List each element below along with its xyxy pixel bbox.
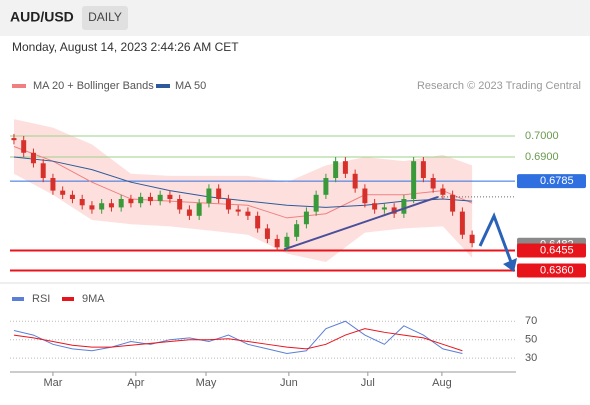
candle-body [255,215,261,229]
level-label: 0.6360 [540,264,574,276]
candle-body [264,228,270,239]
candle-body [401,199,407,214]
candle-body [245,211,251,216]
candle-body [391,207,397,214]
legend-swatch [62,297,74,301]
candle-body [79,199,85,206]
candle-body [206,188,212,204]
candle-body [108,203,114,208]
candle-body [333,161,339,178]
x-tick-label: Apr [127,377,144,389]
candle-body [69,194,75,200]
candle-body [99,203,105,210]
candle-body [157,194,163,202]
y-tick-label: 50 [525,334,537,346]
level-label: 0.6785 [540,175,574,187]
candle-body [89,205,95,210]
candle-body [21,140,27,153]
period-badge[interactable] [82,6,128,30]
candle-body [147,196,153,202]
candle-body [225,199,231,210]
legend-swatch [156,84,170,88]
plot: 0.70000.69000.67850.64820.64550.6360MarA… [10,119,586,389]
legend-swatch [12,297,24,301]
candle-body [118,199,124,208]
legend-swatch [12,84,26,88]
legend-label: MA 20 + Bollinger Bands [33,80,154,92]
candle-body [450,194,456,212]
candle-body [128,199,134,204]
candle-body [274,238,280,248]
candle-body [362,188,368,204]
x-tick-label: May [196,377,217,389]
candle-body [420,161,426,178]
level-label: 0.6455 [540,244,574,256]
candle-body [411,161,417,200]
candle-body [440,188,446,195]
candle-body [186,209,192,216]
x-tick-label: Jun [280,377,298,389]
candle-body [313,194,319,212]
trendline [283,195,439,251]
x-tick-label: Mar [43,377,62,389]
forecast-arrow [478,212,513,263]
candle-body [50,177,56,191]
level-label-box [517,263,586,278]
rsi-line [13,320,463,355]
candle-body [342,161,348,174]
candle-body [430,177,436,189]
legend-label: MA 50 [175,80,206,92]
legend-label: RSI [32,293,50,305]
level-label-box [517,243,586,258]
candle-body [323,177,329,195]
y-tick-label: 70 [525,315,537,327]
level-label: 0.6900 [525,151,559,163]
candle-body [60,190,66,195]
symbol: AUD/USD [10,9,74,25]
candle-body [216,188,222,200]
period[interactable]: DAILY [88,10,122,24]
rsi-line [13,328,463,352]
candle-body [40,163,46,178]
credit: Research © 2023 Trading Central [417,80,581,92]
candle-body [381,207,387,210]
candle-body [11,138,17,141]
candle-body [138,196,144,204]
forecast-arrowhead [503,258,517,272]
candle-body [303,211,309,225]
candle-body [284,236,290,248]
legend-label: 9MA [82,293,105,305]
candle-body [196,203,202,216]
candle-body [469,234,475,244]
x-tick-label: Jul [361,377,375,389]
candle-body [235,209,241,212]
timestamp: Monday, August 14, 2023 2:44:26 AM CET [12,40,239,54]
candle-body [30,152,36,164]
candle-body [167,194,173,200]
y-tick-label: 30 [525,352,537,364]
bollinger-band [13,119,473,263]
candle-body [459,211,465,235]
level-label: 0.7000 [525,130,559,142]
candle-body [352,173,358,189]
candle-body [294,224,300,237]
level-label-box [517,174,586,189]
x-tick-label: Aug [432,377,452,389]
candle-body [177,199,183,210]
candle-body [372,203,378,210]
